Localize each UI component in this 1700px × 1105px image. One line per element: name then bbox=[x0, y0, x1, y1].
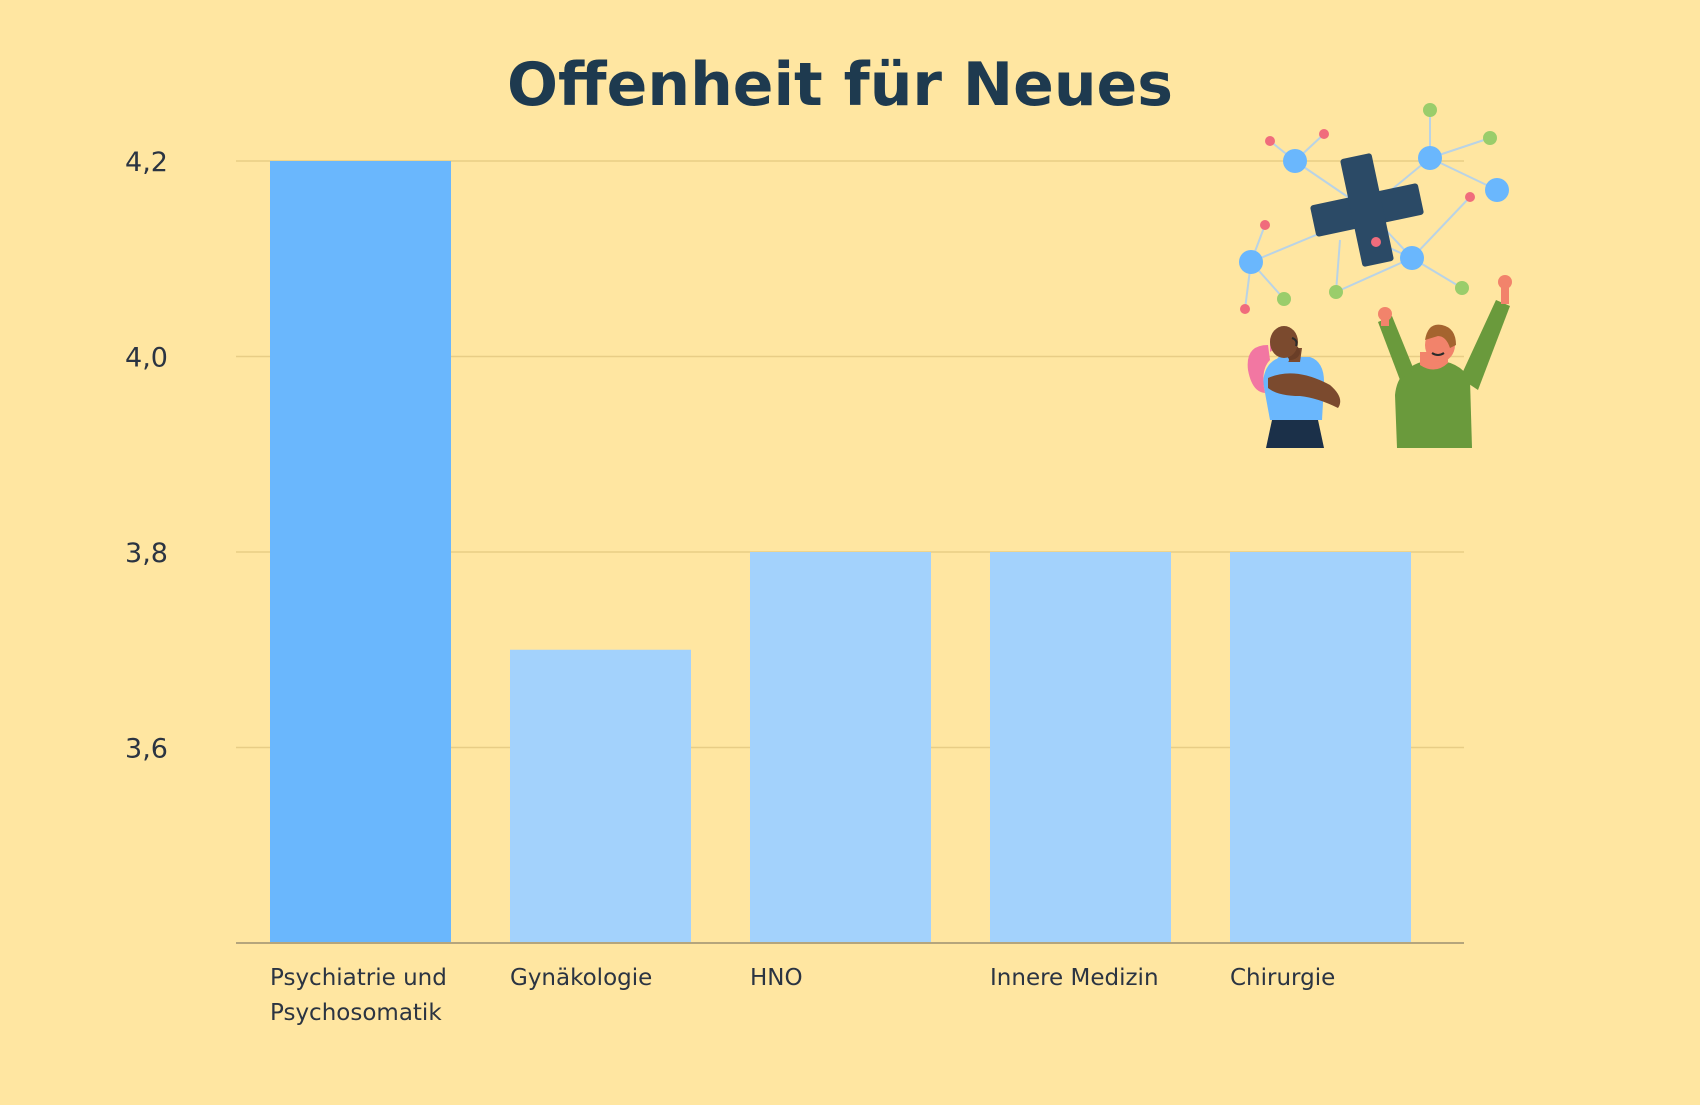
x-tick-labels: Psychiatrie und Psychosomatik Gynäkologie H… bbox=[270, 965, 1335, 1026]
x-tick-label: Psychiatrie und Psychosomatik bbox=[270, 965, 447, 1026]
y-tick-label: 4,0 bbox=[125, 343, 168, 374]
x-tick-label: HNO bbox=[750, 965, 803, 991]
person-arms-crossed-icon bbox=[1247, 326, 1341, 448]
bars bbox=[270, 161, 1411, 943]
x-tick-label: Gynäkologie bbox=[510, 965, 652, 991]
x-tick-label-line: HNO bbox=[750, 965, 803, 991]
person-cheering-icon bbox=[1378, 275, 1512, 448]
bar bbox=[510, 649, 691, 943]
x-tick-label-line: Innere Medizin bbox=[990, 965, 1159, 991]
x-tick-label: Chirurgie bbox=[1230, 965, 1335, 991]
y-tick-labels: 3,6 3,8 4,0 4,2 bbox=[125, 147, 168, 765]
x-tick-label-line: Psychosomatik bbox=[270, 1000, 442, 1026]
x-tick-label-line: Psychiatrie und bbox=[270, 965, 447, 991]
chart-title: Offenheit für Neues bbox=[507, 50, 1173, 120]
y-tick-label: 3,8 bbox=[125, 538, 168, 569]
y-tick-label: 4,2 bbox=[125, 147, 168, 178]
medical-cross-network-icon bbox=[1239, 103, 1509, 314]
illustration bbox=[1239, 103, 1512, 448]
bar bbox=[1230, 552, 1411, 943]
x-tick-label: Innere Medizin bbox=[990, 965, 1159, 991]
x-tick-label-line: Chirurgie bbox=[1230, 965, 1335, 991]
y-tick-label: 3,6 bbox=[125, 734, 168, 765]
bar bbox=[750, 552, 931, 943]
bar bbox=[270, 161, 451, 943]
bar bbox=[990, 552, 1171, 943]
x-tick-label-line: Gynäkologie bbox=[510, 965, 652, 991]
